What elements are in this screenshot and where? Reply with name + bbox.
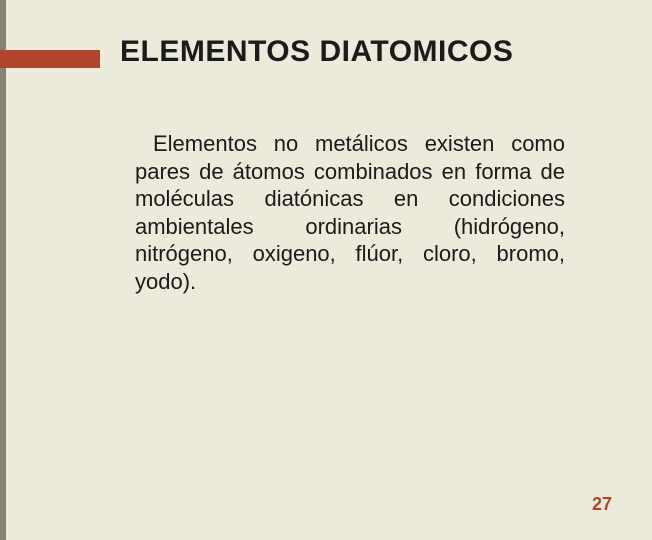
accent-vertical-line (0, 0, 6, 540)
slide-body-text: Elementos no metálicos existen como pare… (135, 130, 565, 295)
accent-horizontal-bar (0, 50, 100, 68)
slide-title: ELEMENTOS DIATOMICOS (120, 35, 600, 69)
slide: ELEMENTOS DIATOMICOS Elementos no metáli… (0, 0, 652, 540)
page-number: 27 (592, 494, 612, 515)
